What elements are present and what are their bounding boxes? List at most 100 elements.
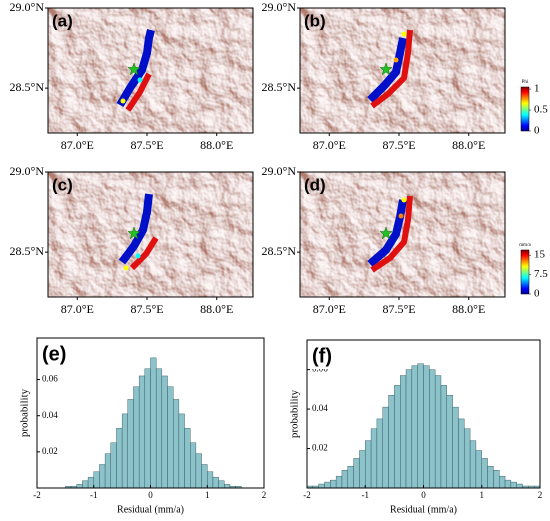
hist-bar bbox=[487, 466, 494, 489]
hist-bar bbox=[104, 453, 111, 489]
hist-bar bbox=[417, 363, 424, 489]
hotspot bbox=[137, 77, 143, 83]
hist-bar bbox=[178, 413, 185, 489]
y-tick-label: 0.06 bbox=[42, 374, 58, 384]
x-tick-label: 87.5°E bbox=[130, 138, 163, 152]
river-strip-blue bbox=[367, 199, 407, 268]
map-panel: (a) 87.0°E 87.5°E 88.0°E 29.0°N 28.5°N bbox=[10, 0, 254, 152]
river-strip-blue bbox=[116, 29, 155, 108]
colorbar bbox=[520, 86, 530, 132]
colorbar-tick-label: 1 bbox=[534, 83, 540, 95]
colorbar-title: Phi bbox=[522, 80, 529, 85]
hist-bar bbox=[475, 450, 482, 489]
hist-bar bbox=[394, 385, 401, 489]
hist-bar bbox=[423, 365, 430, 489]
panel-label-bg bbox=[40, 341, 70, 367]
hist-bar bbox=[400, 375, 407, 489]
x-tick-label: 88.0°E bbox=[200, 138, 233, 152]
panel-label: (f) bbox=[312, 345, 332, 367]
hist-bar bbox=[493, 470, 500, 489]
panel-label: (b) bbox=[304, 11, 326, 30]
map-panel: (c) 87.0°E 87.5°E 88.0°E 29.0°N 28.5°N bbox=[10, 164, 254, 316]
hist-bar bbox=[446, 395, 453, 489]
hist-bar bbox=[376, 418, 383, 489]
x-axis-label: Residual (mm/a) bbox=[390, 504, 457, 515]
hist-bar bbox=[144, 368, 151, 489]
x-axis-label: Residual (mm/a) bbox=[117, 504, 184, 515]
hist-bar bbox=[434, 375, 442, 489]
hist-bar bbox=[161, 375, 168, 489]
hist-bar bbox=[353, 458, 360, 489]
hist-bar bbox=[172, 399, 180, 489]
hotspot bbox=[401, 31, 407, 37]
map-frame bbox=[299, 7, 506, 134]
hist-bar bbox=[121, 413, 129, 489]
map-frame bbox=[47, 171, 254, 298]
panel-label-bg bbox=[310, 343, 340, 369]
y-axis-label: probability bbox=[289, 389, 301, 438]
hist-bar bbox=[318, 483, 325, 489]
hist-bar bbox=[411, 365, 418, 489]
hist-bar bbox=[464, 428, 471, 489]
hist-bar bbox=[212, 476, 219, 489]
y-tick-label: 28.5°N bbox=[10, 244, 45, 258]
hist-bar bbox=[370, 428, 378, 489]
hist-bar bbox=[458, 418, 465, 489]
y-tick-label: 28.5°N bbox=[10, 80, 45, 94]
y-tick-label: 0.04 bbox=[312, 403, 328, 413]
hist-bar bbox=[110, 442, 117, 489]
x-tick-label: 87.0°E bbox=[313, 138, 346, 152]
hist-bar bbox=[116, 428, 123, 489]
hotspot bbox=[398, 213, 404, 219]
x-tick-label: -1 bbox=[90, 490, 98, 500]
x-tick-label: 0 bbox=[421, 490, 426, 500]
x-tick-label: -2 bbox=[303, 490, 311, 500]
y-tick-label: 28.5°N bbox=[262, 80, 297, 94]
hist-bar bbox=[190, 442, 197, 489]
colorbar-tick-label: 15 bbox=[534, 249, 546, 261]
y-tick-label: 29.0°N bbox=[262, 0, 297, 14]
hist-bar bbox=[429, 369, 436, 489]
hist-bar bbox=[87, 476, 94, 489]
river-strip-red bbox=[370, 195, 413, 273]
y-tick-label: 0.02 bbox=[312, 443, 328, 453]
hist-bar bbox=[330, 479, 337, 489]
river-strip-red bbox=[370, 29, 413, 109]
epicenter-star bbox=[379, 226, 393, 240]
hist-bar bbox=[469, 440, 477, 489]
y-tick-label: 28.5°N bbox=[262, 244, 297, 258]
relief-map bbox=[48, 172, 253, 297]
hist-bar bbox=[440, 385, 448, 489]
hist-bar bbox=[99, 464, 106, 489]
colorbar-tick-label: 0 bbox=[534, 125, 540, 137]
hist-bar bbox=[405, 369, 413, 489]
hist-bar bbox=[347, 466, 354, 489]
x-tick-label: 87.0°E bbox=[61, 138, 94, 152]
hist-bar bbox=[218, 480, 225, 489]
map-panel: (b) 87.0°E 87.5°E 88.0°E 29.0°N 28.5°N bbox=[262, 0, 506, 152]
x-tick-label: 88.0°E bbox=[200, 302, 233, 316]
hist-bar bbox=[516, 483, 523, 489]
colorbar-tick-label: 0 bbox=[534, 288, 540, 300]
x-tick-label: 1 bbox=[480, 490, 485, 500]
hotspot bbox=[393, 57, 399, 63]
hist-bar bbox=[184, 428, 191, 489]
panel-label: (a) bbox=[52, 11, 73, 30]
hist-bar bbox=[201, 464, 208, 489]
river-strip-red bbox=[129, 236, 159, 271]
y-tick-label: 29.0°N bbox=[10, 164, 45, 178]
hotspot bbox=[120, 98, 126, 104]
x-tick-label: 87.5°E bbox=[382, 302, 415, 316]
hist-bar bbox=[504, 479, 512, 489]
epicenter-star bbox=[127, 62, 141, 76]
hist-bar bbox=[82, 480, 89, 489]
hotspot bbox=[135, 253, 141, 259]
panel-label: (e) bbox=[42, 343, 66, 365]
hist-bar bbox=[133, 386, 140, 489]
relief-map bbox=[48, 8, 253, 133]
hist-bar bbox=[359, 450, 366, 489]
panel-label: (d) bbox=[304, 175, 326, 194]
x-tick-label: 88.0°E bbox=[452, 138, 485, 152]
colorbar-title: mm/a bbox=[519, 243, 531, 248]
